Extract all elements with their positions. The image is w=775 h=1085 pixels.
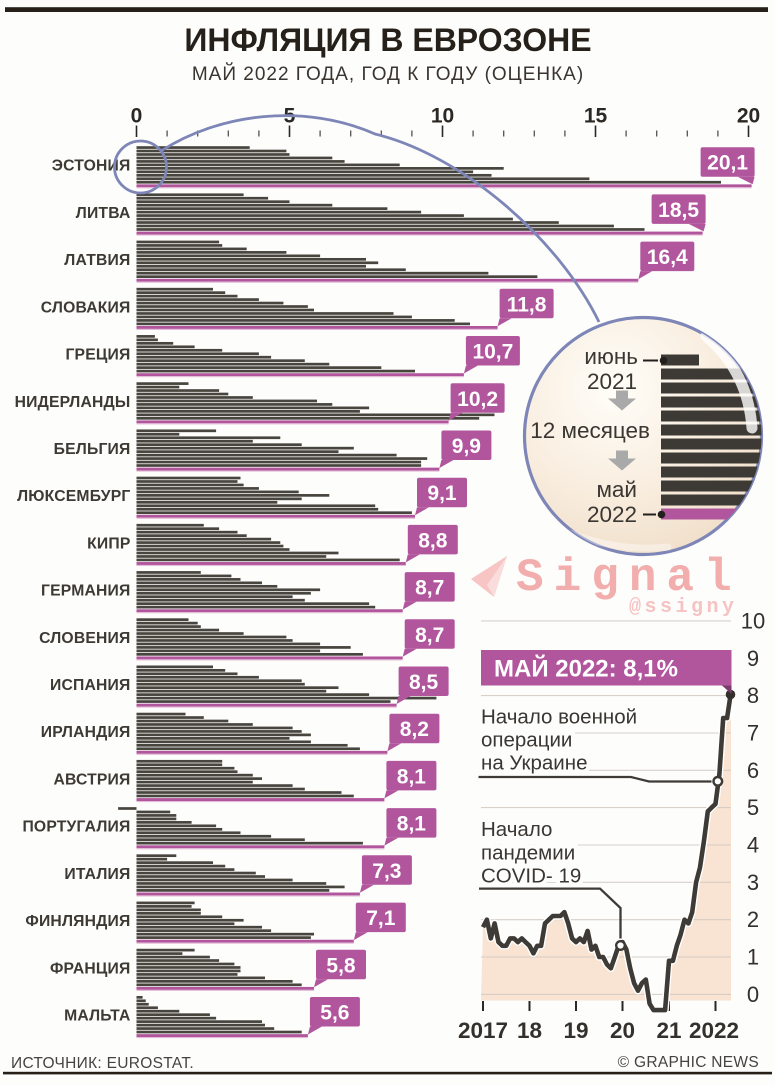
svg-text:МАЙ 2022 ГОДА, ГОД К ГОДУ (ОЦЕ: МАЙ 2022 ГОДА, ГОД К ГОДУ (ОЦЕНКА) <box>192 63 584 85</box>
svg-text:8,2: 8,2 <box>400 718 429 741</box>
svg-text:ГРЕЦИЯ: ГРЕЦИЯ <box>65 347 130 364</box>
svg-text:8,1: 8,1 <box>397 765 427 788</box>
svg-text:7: 7 <box>747 721 759 746</box>
svg-text:7,1: 7,1 <box>366 907 396 930</box>
svg-text:16,4: 16,4 <box>647 246 688 269</box>
svg-text:9: 9 <box>747 646 759 671</box>
svg-text:5: 5 <box>747 795 759 820</box>
svg-text:ПОРТУГАЛИЯ: ПОРТУГАЛИЯ <box>22 819 130 836</box>
svg-text:БЕЛЬГИЯ: БЕЛЬГИЯ <box>54 441 131 458</box>
svg-text:18: 18 <box>517 1018 542 1043</box>
svg-text:0: 0 <box>747 982 759 1007</box>
svg-text:20: 20 <box>610 1018 635 1043</box>
svg-text:ИНФЛЯЦИЯ В ЕВРОЗОНЕ: ИНФЛЯЦИЯ В ЕВРОЗОНЕ <box>184 22 591 58</box>
svg-text:0: 0 <box>131 105 143 128</box>
svg-text:8,8: 8,8 <box>418 529 448 552</box>
svg-text:май: май <box>596 477 637 502</box>
svg-text:8,5: 8,5 <box>409 671 439 694</box>
svg-text:@ssigny: @ssigny <box>629 596 738 619</box>
svg-text:8,7: 8,7 <box>415 624 444 647</box>
svg-text:ЛЮКСЕМБУРГ: ЛЮКСЕМБУРГ <box>17 488 130 505</box>
svg-text:21: 21 <box>656 1018 681 1043</box>
svg-text:9,9: 9,9 <box>452 435 481 458</box>
svg-text:КИПР: КИПР <box>87 535 130 552</box>
svg-text:8: 8 <box>747 683 759 708</box>
svg-text:2017: 2017 <box>458 1018 508 1043</box>
svg-text:ФИНЛЯНДИЯ: ФИНЛЯНДИЯ <box>25 913 130 930</box>
svg-text:Начало военной: Начало военной <box>481 706 637 729</box>
svg-text:2022: 2022 <box>587 502 637 527</box>
svg-text:СЛОВЕНИЯ: СЛОВЕНИЯ <box>39 630 130 647</box>
svg-text:МАЙ 2022: 8,1%: МАЙ 2022: 8,1% <box>494 655 678 683</box>
svg-text:5,6: 5,6 <box>320 1002 349 1025</box>
svg-text:10,7: 10,7 <box>472 341 513 364</box>
svg-text:НИДЕРЛАНДЫ: НИДЕРЛАНДЫ <box>15 394 131 411</box>
svg-text:12 месяцев: 12 месяцев <box>530 418 650 443</box>
svg-text:1: 1 <box>747 945 759 970</box>
svg-text:операции: операции <box>481 729 572 752</box>
svg-text:ИСТОЧНИК: EUROSTAT.: ИСТОЧНИК: EUROSTAT. <box>11 1055 194 1072</box>
svg-text:15: 15 <box>584 105 608 128</box>
svg-text:Начало: Начало <box>481 818 552 841</box>
svg-text:2022: 2022 <box>689 1018 739 1043</box>
svg-text:Signal: Signal <box>516 552 742 604</box>
svg-text:ИРЛАНДИЯ: ИРЛАНДИЯ <box>41 724 131 741</box>
svg-text:ФРАНЦИЯ: ФРАНЦИЯ <box>50 960 131 977</box>
svg-text:10,2: 10,2 <box>457 388 498 411</box>
svg-text:ЭСТОНИЯ: ЭСТОНИЯ <box>52 158 131 175</box>
svg-text:2021: 2021 <box>587 369 637 394</box>
svg-text:2: 2 <box>747 907 759 932</box>
svg-text:ГЕРМАНИЯ: ГЕРМАНИЯ <box>41 583 131 600</box>
svg-text:9,1: 9,1 <box>427 482 457 505</box>
svg-text:18,5: 18,5 <box>658 199 699 222</box>
svg-text:6: 6 <box>747 758 759 783</box>
svg-text:10: 10 <box>741 608 765 633</box>
svg-text:ИТАЛИЯ: ИТАЛИЯ <box>64 866 130 883</box>
svg-text:20: 20 <box>737 105 760 128</box>
svg-text:3: 3 <box>747 870 759 895</box>
svg-text:ИСПАНИЯ: ИСПАНИЯ <box>50 677 131 694</box>
svg-text:10: 10 <box>431 105 454 128</box>
svg-text:АВСТРИЯ: АВСТРИЯ <box>54 771 131 788</box>
svg-text:7,3: 7,3 <box>372 860 401 883</box>
svg-text:8,7: 8,7 <box>415 577 444 600</box>
svg-text:19: 19 <box>563 1018 588 1043</box>
svg-text:на Украине: на Украине <box>481 752 587 775</box>
svg-text:5,8: 5,8 <box>326 954 356 977</box>
svg-text:июнь: июнь <box>584 344 638 369</box>
svg-text:4: 4 <box>747 833 759 858</box>
svg-text:СЛОВАКИЯ: СЛОВАКИЯ <box>41 299 131 316</box>
svg-text:пандемии: пандемии <box>481 842 575 865</box>
svg-text:8,1: 8,1 <box>397 813 427 836</box>
svg-text:COVID- 19: COVID- 19 <box>481 865 581 888</box>
svg-text:20,1: 20,1 <box>707 152 748 175</box>
svg-text:ЛИТВА: ЛИТВА <box>76 205 131 222</box>
svg-text:МАЛЬТА: МАЛЬТА <box>64 1008 130 1025</box>
svg-text:11,8: 11,8 <box>507 293 547 316</box>
svg-text:ЛАТВИЯ: ЛАТВИЯ <box>64 252 130 269</box>
svg-text:© GRAPHIC NEWS: © GRAPHIC NEWS <box>618 1054 759 1071</box>
